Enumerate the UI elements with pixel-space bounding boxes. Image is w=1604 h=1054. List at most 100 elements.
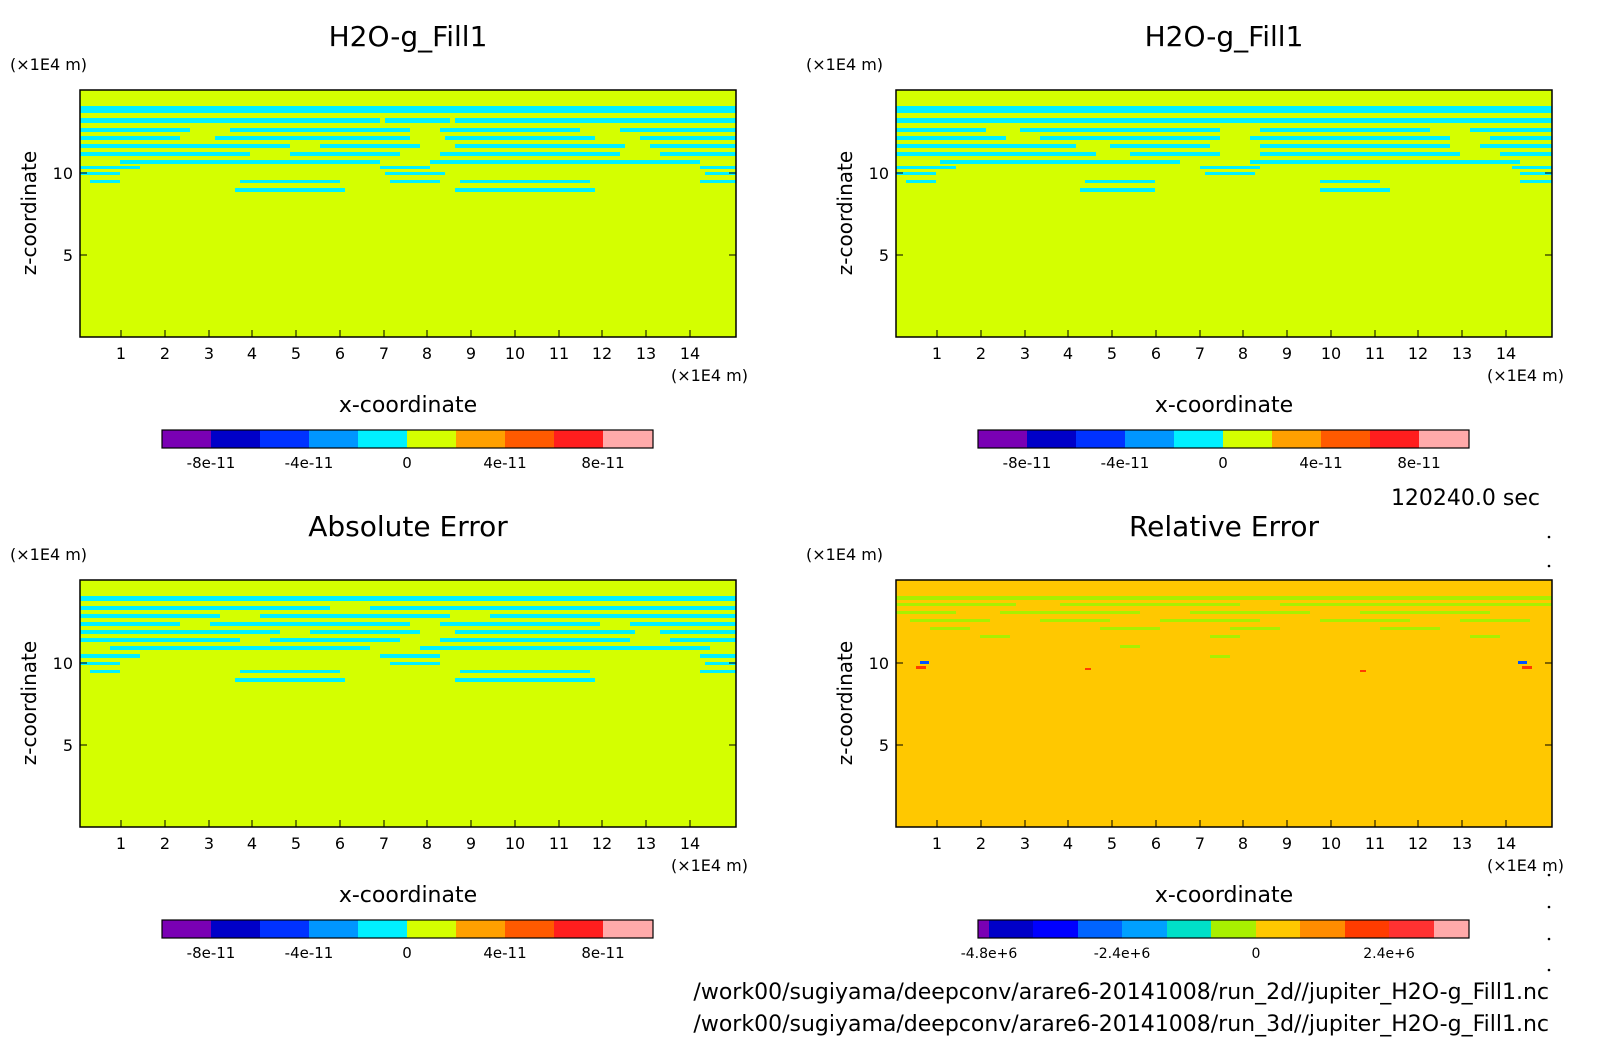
- colorbar-segment: [1125, 430, 1174, 448]
- band: [240, 180, 340, 183]
- x-tick-labels: 1 2 3 4 5 6 7 8 9 10 11 12 13 14: [116, 344, 700, 363]
- band: [385, 172, 445, 175]
- band: [455, 678, 595, 682]
- colorbar-segment: [978, 430, 1027, 448]
- band: [1250, 136, 1450, 140]
- colorbar-tick-label: 0: [1218, 454, 1228, 472]
- colorbar-segment: [309, 920, 358, 938]
- y-tick-label: 5: [63, 736, 73, 755]
- colorbar-segment: [1122, 920, 1167, 938]
- spot: [920, 661, 929, 664]
- colorbar: -8e-11 -4e-11 0 4e-11 8e-11: [977, 429, 1470, 472]
- band: [1000, 611, 1140, 614]
- band: [90, 670, 120, 673]
- colorbar-segment: [260, 920, 309, 938]
- band: [430, 160, 700, 164]
- band: [1080, 188, 1155, 192]
- x-tick-label: 14: [680, 834, 700, 853]
- x-tick-label: 2: [976, 834, 986, 853]
- band: [1250, 160, 1520, 164]
- band: [1210, 635, 1240, 638]
- band: [705, 662, 736, 665]
- y-tick-label: 10: [53, 654, 73, 673]
- band: [80, 606, 330, 610]
- colorbar-frame: [161, 429, 654, 449]
- band: [455, 144, 625, 148]
- colorbar: -4.8e+6 -2.4e+6 0 2.4e+6: [961, 919, 1470, 962]
- x-tick-label: 3: [1020, 834, 1030, 853]
- band: [1085, 180, 1155, 183]
- band: [1210, 655, 1230, 658]
- x-tick-label: 2: [160, 834, 170, 853]
- colorbar-segment: [1256, 920, 1300, 938]
- x-tick-label: 5: [291, 834, 301, 853]
- colorbar-segment: [211, 920, 260, 938]
- x-tick-label: 13: [1452, 834, 1472, 853]
- x-tick-labels: 1 2 3 4 5 6 7 8 9 10 11 12 13 14: [116, 834, 700, 853]
- band: [1260, 144, 1450, 148]
- band: [380, 654, 440, 658]
- panel-title: H2O-g_Fill1: [1145, 20, 1304, 53]
- colorbar-segment: [456, 430, 505, 448]
- band: [640, 136, 736, 140]
- band: [896, 172, 936, 175]
- band: [440, 638, 630, 642]
- band: [1320, 188, 1390, 192]
- band: [80, 106, 736, 113]
- colorbar-segment: [407, 920, 456, 938]
- band: [910, 619, 990, 622]
- y-unit-label: (×1E4 m): [10, 55, 87, 74]
- band: [310, 630, 420, 634]
- x-tick-label: 1: [116, 344, 126, 363]
- colorbar-segment: [1321, 430, 1370, 448]
- band: [80, 166, 140, 169]
- plot-area: [80, 90, 736, 337]
- spot: [1522, 666, 1532, 669]
- x-tick-label: 3: [204, 344, 214, 363]
- colorbar-tick-label: -2.4e+6: [1094, 946, 1151, 962]
- x-tick-label: 7: [379, 344, 389, 363]
- colorbar-frame: [977, 429, 1470, 449]
- band: [1110, 144, 1210, 148]
- band: [440, 128, 580, 132]
- y-tick-label: 10: [53, 164, 73, 183]
- band: [290, 152, 400, 156]
- x-tick-label: 5: [1107, 834, 1117, 853]
- band: [1500, 152, 1552, 156]
- x-axis-label: x-coordinate: [339, 883, 477, 908]
- band: [1230, 627, 1280, 630]
- band: [700, 166, 736, 169]
- x-tick-label: 8: [422, 344, 432, 363]
- file-path: /work00/sugiyama/deepconv/arare6-2014100…: [693, 980, 1549, 1005]
- band: [1480, 144, 1552, 148]
- band: [896, 166, 956, 169]
- band: [630, 622, 736, 626]
- y-tick-labels: 5 10: [869, 654, 889, 755]
- x-tick-label: 2: [976, 344, 986, 363]
- panel-h2o-run2d: H2O-g_Fill1 (×1E4 m): [10, 20, 748, 472]
- band: [896, 136, 1006, 140]
- band: [1280, 603, 1552, 606]
- band: [1360, 611, 1490, 614]
- band: [455, 630, 635, 634]
- y-tick-labels: 5 10: [869, 164, 889, 265]
- band: [1520, 172, 1552, 175]
- band: [80, 614, 220, 618]
- x-axis-label: x-coordinate: [339, 393, 477, 418]
- colorbar-segment: [603, 920, 653, 938]
- band: [420, 646, 710, 650]
- x-tick-label: 6: [335, 834, 345, 853]
- plot-area: [80, 580, 736, 827]
- colorbar-segment: [309, 430, 358, 448]
- colorbar-tick-label: -8e-11: [187, 944, 236, 962]
- y-tick-labels: 5 10: [53, 164, 73, 265]
- x-tick-label: 14: [680, 344, 700, 363]
- x-tick-label: 1: [116, 834, 126, 853]
- colorbar-segment: [1345, 920, 1389, 938]
- field-background: [896, 580, 1552, 827]
- colorbar: -8e-11 -4e-11 0 4e-11 8e-11: [161, 429, 654, 472]
- x-tick-label: 9: [1282, 344, 1292, 363]
- y-tick-label: 5: [63, 246, 73, 265]
- band: [80, 128, 190, 132]
- band: [80, 172, 120, 175]
